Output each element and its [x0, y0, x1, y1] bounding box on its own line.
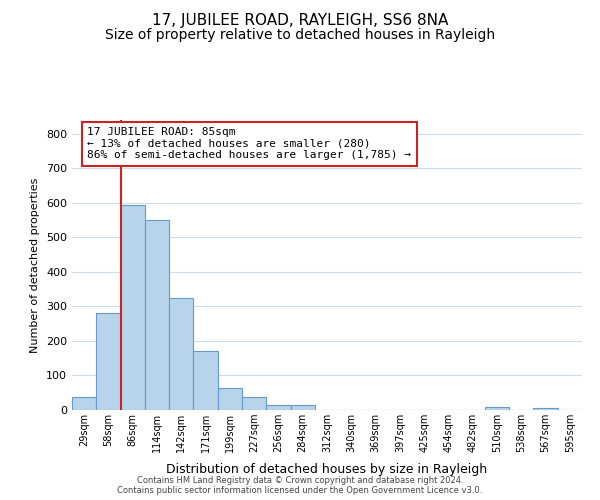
Y-axis label: Number of detached properties: Number of detached properties — [31, 178, 40, 352]
Text: Contains HM Land Registry data © Crown copyright and database right 2024.
Contai: Contains HM Land Registry data © Crown c… — [118, 476, 482, 495]
Bar — [121, 204, 145, 410]
Text: 17 JUBILEE ROAD: 85sqm
← 13% of detached houses are smaller (280)
86% of semi-de: 17 JUBILEE ROAD: 85sqm ← 13% of detached… — [88, 127, 412, 160]
Bar — [266, 405, 290, 410]
Bar — [290, 405, 315, 410]
Bar — [242, 397, 266, 410]
Bar — [96, 314, 121, 410]
Bar — [169, 298, 193, 410]
Text: Size of property relative to detached houses in Rayleigh: Size of property relative to detached ho… — [105, 28, 495, 42]
X-axis label: Distribution of detached houses by size in Rayleigh: Distribution of detached houses by size … — [166, 464, 488, 476]
Bar — [145, 220, 169, 410]
Bar — [533, 408, 558, 410]
Bar — [485, 407, 509, 410]
Bar — [193, 352, 218, 410]
Bar — [218, 388, 242, 410]
Text: 17, JUBILEE ROAD, RAYLEIGH, SS6 8NA: 17, JUBILEE ROAD, RAYLEIGH, SS6 8NA — [152, 12, 448, 28]
Bar — [72, 397, 96, 410]
